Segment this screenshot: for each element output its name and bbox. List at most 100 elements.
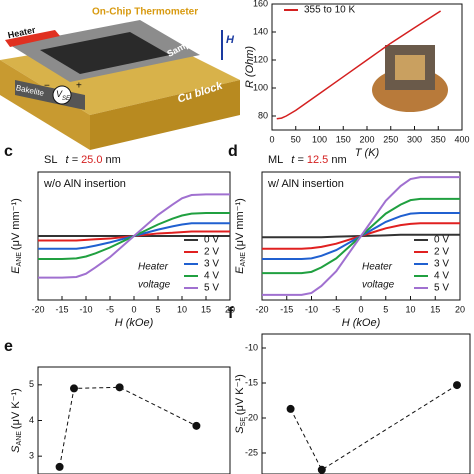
y-tick-label: -10 — [245, 342, 258, 352]
x-tick-label: 15 — [201, 304, 211, 314]
x-axis-label: T (K) — [355, 147, 380, 159]
x-tick-label: -20 — [31, 304, 44, 314]
x-tick-label: 0 — [269, 134, 274, 144]
y-tick-label: 3 — [29, 451, 34, 461]
y-tick-label: 120 — [253, 54, 268, 64]
y-axis-label: SSE (μV K⁻¹) — [234, 374, 247, 434]
panel-subcaption: w/ AlN insertion — [267, 178, 344, 190]
y-label-subscript: SE — [240, 417, 247, 427]
x-tick-label: -10 — [305, 304, 318, 314]
point — [317, 465, 326, 474]
y-label-symbol: S — [234, 426, 246, 434]
point — [70, 384, 78, 393]
legend-label: 0 V — [204, 235, 219, 246]
x-tick-label: 20 — [225, 304, 235, 314]
heater — [5, 30, 60, 47]
caption-t: t = — [291, 154, 307, 166]
series-line — [38, 193, 230, 279]
legend-label: 2 V — [204, 247, 219, 258]
annotation: voltage — [362, 280, 395, 291]
y-label-symbol: S — [10, 445, 22, 453]
point — [55, 462, 64, 471]
y-axis-label: EANE (μV mm⁻¹) — [10, 198, 23, 274]
y-tick-label: -20 — [245, 412, 258, 422]
plot-frame — [37, 366, 231, 474]
panel-letter: d — [228, 143, 238, 160]
legend-label: 5 V — [434, 283, 449, 294]
panel: -20 -15 -10 -5 0 5 10 15 20 H (kOe) EANE (μV mm⁻¹) c… — [4, 143, 235, 329]
x-tick-label: 0 — [358, 304, 363, 314]
legend-label: 0 V — [434, 235, 449, 246]
x-tick-label: 0 — [131, 304, 136, 314]
y-label-unit: (μV K⁻¹) — [10, 388, 22, 429]
connector — [290, 384, 458, 471]
point — [286, 404, 295, 413]
cu-block-side — [90, 80, 240, 150]
y-label-unit: (μV mm⁻¹) — [10, 198, 22, 250]
connector — [59, 386, 197, 467]
y-label-subscript: ANE — [240, 252, 247, 267]
y-tick-label: 5 — [29, 379, 34, 389]
voltage-label: VSE — [56, 89, 71, 101]
panel-caption: ML t = 12.5 nm — [268, 154, 347, 166]
legend-label: 2 V — [434, 247, 449, 258]
caption-sample: SL — [44, 154, 57, 166]
sample — [40, 32, 170, 74]
x-tick-label: 100 — [312, 134, 327, 144]
caption-thickness: 25.0 — [81, 154, 102, 166]
y-tick-label: 4 — [29, 415, 34, 425]
voltage-subscript: SE — [62, 96, 71, 102]
caption-unit: nm — [328, 154, 346, 166]
panel-subcaption: w/o AlN insertion — [43, 178, 126, 190]
x-tick-label: 10 — [405, 304, 415, 314]
caption-t: t = — [65, 154, 81, 166]
x-tick-label: 10 — [177, 304, 187, 314]
x-tick-label: -15 — [280, 304, 293, 314]
caption-thickness: 12.5 — [307, 154, 328, 166]
y-axis-label: SANE (μV K⁻¹) — [10, 388, 23, 453]
thermometer-label: On-Chip Thermometer — [92, 7, 198, 18]
legend-label: 3 V — [204, 259, 219, 270]
y-tick-label: -25 — [245, 447, 258, 457]
panel: 0 50 100 150 200 250 300 350 400 80 100 120 140 160 T … — [244, 0, 470, 159]
point — [192, 421, 201, 430]
legend-label: 355 to 10 K — [304, 5, 355, 16]
x-tick-label: 150 — [336, 134, 351, 144]
panel: 3 4 5 SANE (μV K⁻¹) e — [4, 338, 231, 474]
x-tick-label: -20 — [255, 304, 268, 314]
inset-photo — [372, 45, 448, 112]
x-tick-label: 350 — [431, 134, 446, 144]
annotation: voltage — [138, 280, 171, 291]
schematic: Heater On-Chip Thermometer Sample Cu blo… — [0, 7, 240, 150]
x-tick-label: 300 — [407, 134, 422, 144]
panel-letter: f — [228, 305, 234, 322]
y-label-unit: (μV mm⁻¹) — [234, 198, 246, 250]
y-axis-label: EANE (μV mm⁻¹) — [234, 198, 247, 274]
x-tick-label: 5 — [155, 304, 160, 314]
panel: -20 -15 -10 -5 0 5 10 15 20 H (kOe) EANE (μV mm⁻¹) d… — [228, 143, 465, 329]
point — [453, 381, 461, 390]
point — [115, 383, 124, 392]
plus: + — [76, 81, 82, 92]
x-tick-label: -5 — [332, 304, 340, 314]
panel: -25 -20 -15 -10 SSE (μV K⁻¹) f — [228, 305, 471, 474]
series-line — [276, 10, 442, 120]
y-label-unit: (μV K⁻¹) — [234, 374, 246, 415]
legend-label: 4 V — [204, 271, 219, 282]
panel-letter: c — [4, 143, 13, 160]
minus: − — [44, 81, 50, 92]
voltmeter — [52, 85, 72, 105]
x-tick-label: 50 — [291, 134, 301, 144]
series-line — [262, 176, 460, 296]
y-axis-label: R (Ohm) — [244, 46, 256, 89]
field-label: H — [226, 34, 235, 46]
legend-label: 5 V — [204, 283, 219, 294]
panel-caption: SL t = 25.0 nm — [44, 154, 121, 166]
x-tick-label: 250 — [383, 134, 398, 144]
y-tick-label: 80 — [258, 110, 268, 120]
legend-label: 4 V — [434, 271, 449, 282]
x-tick-label: -15 — [55, 304, 68, 314]
plot-frame — [261, 333, 471, 474]
annotation: Heater — [362, 262, 393, 273]
